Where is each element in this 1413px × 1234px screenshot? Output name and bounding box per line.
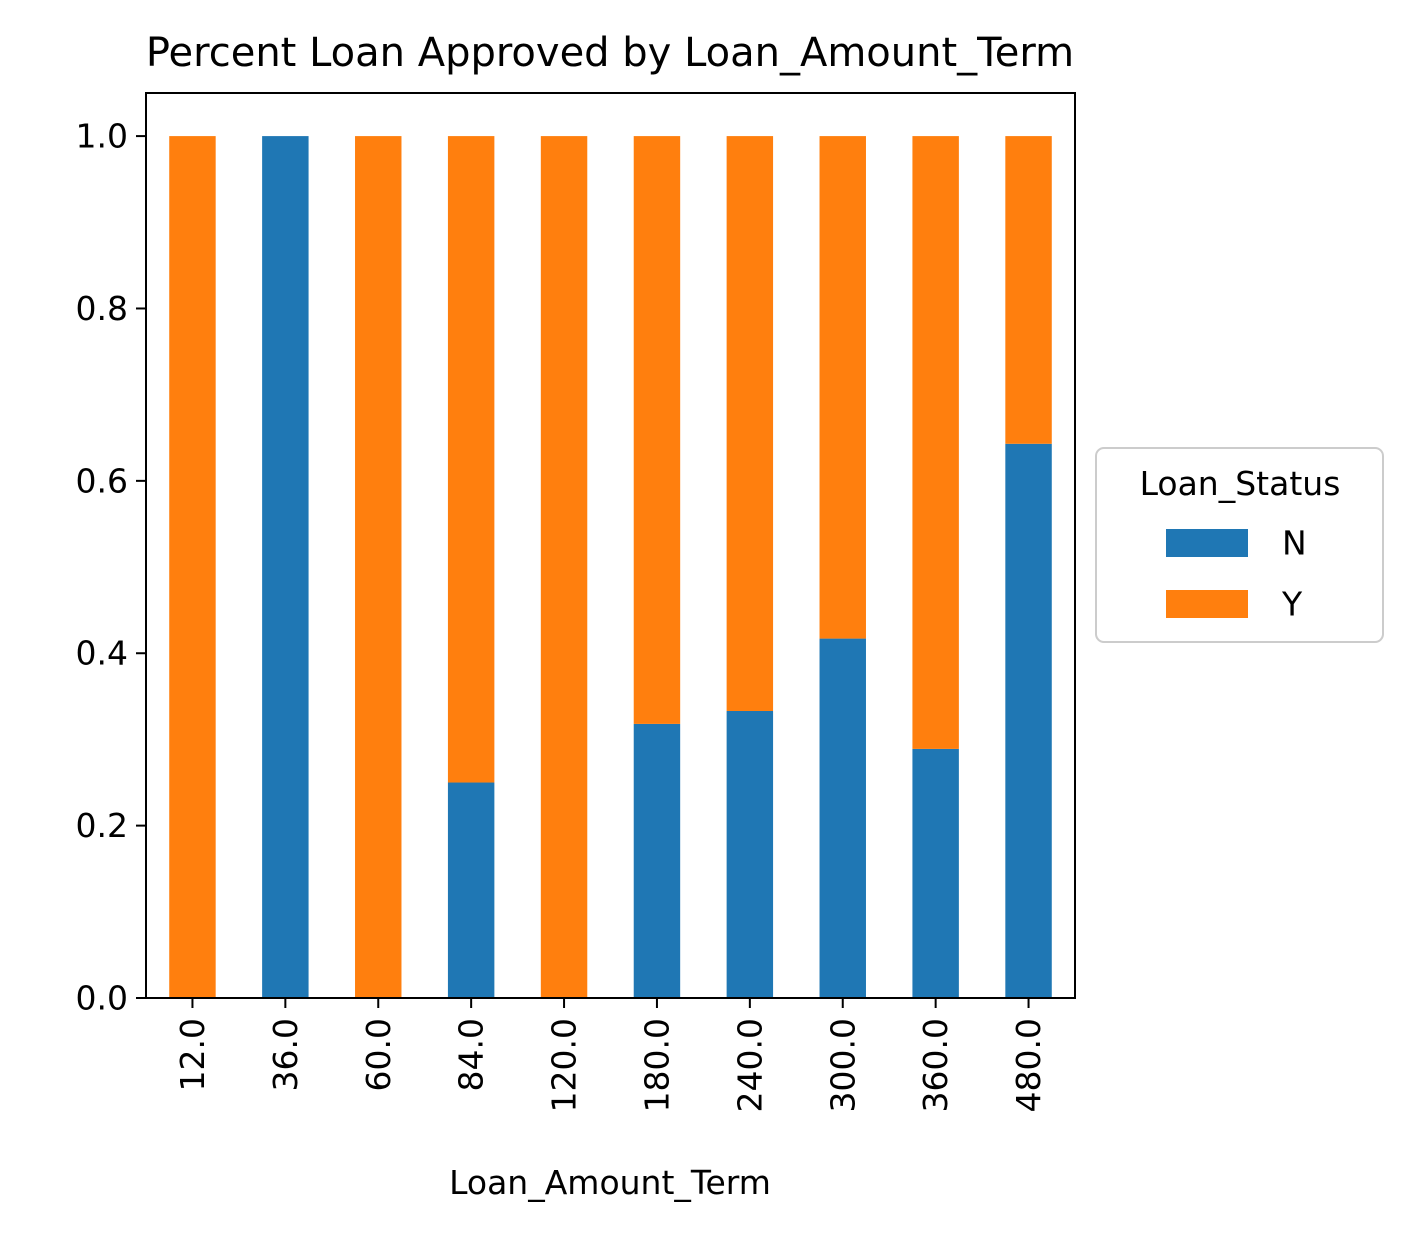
y-tick-label: 0.8 <box>76 289 128 328</box>
bar-N-480.0 <box>1005 443 1052 998</box>
bar-N-360.0 <box>912 748 959 998</box>
chart-title: Percent Loan Approved by Loan_Amount_Ter… <box>146 30 1074 76</box>
legend-label-Y: Y <box>1281 585 1303 624</box>
y-axis: 0.0 0.2 0.4 0.6 0.8 1.0 <box>76 117 146 1018</box>
x-tick-label: 240.0 <box>730 1018 769 1112</box>
bar-N-300.0 <box>819 638 866 998</box>
bar-N-84.0 <box>447 782 495 998</box>
legend-swatch-N <box>1166 529 1248 557</box>
y-tick-label: 0.4 <box>76 634 128 673</box>
plot-area <box>145 92 1076 999</box>
x-tick-label: 300.0 <box>823 1018 862 1112</box>
x-tick-label: 36.0 <box>266 1018 305 1091</box>
bar-Y-60.0 <box>355 136 402 999</box>
bar-Y-240.0 <box>726 136 774 711</box>
y-tick-label: 0.0 <box>76 979 128 1018</box>
x-tick-label: 120.0 <box>545 1018 584 1112</box>
bar-N-36.0 <box>262 136 309 999</box>
bar-N-240.0 <box>726 710 774 998</box>
x-tick-label: 12.0 <box>173 1018 212 1091</box>
bar-Y-12.0 <box>169 136 216 999</box>
y-tick-label: 0.2 <box>76 806 128 845</box>
plot-frame <box>145 92 1076 999</box>
bar-Y-300.0 <box>819 136 866 639</box>
bar-Y-360.0 <box>912 136 959 749</box>
x-tick-label: 180.0 <box>637 1018 676 1112</box>
x-tick-label: 60.0 <box>359 1018 398 1091</box>
y-tick-label: 1.0 <box>76 117 128 156</box>
legend-title: Loan_Status <box>1140 464 1341 503</box>
bar-Y-480.0 <box>1005 136 1052 444</box>
legend-items: NY <box>1166 524 1307 624</box>
bar-N-180.0 <box>633 723 681 998</box>
legend-label-N: N <box>1282 524 1307 563</box>
x-tick-label: 480.0 <box>1009 1018 1048 1112</box>
bar-Y-84.0 <box>447 136 495 783</box>
x-axis: 12.0 36.0 60.0 84.0 120.0 180.0 240.0 300.0 360.… <box>173 998 1048 1112</box>
x-axis-label: Loan_Amount_Term <box>449 1163 771 1202</box>
bar-Y-120.0 <box>540 136 588 999</box>
x-tick-label: 84.0 <box>452 1018 491 1091</box>
x-tick-label: 360.0 <box>916 1018 955 1112</box>
bar-Y-180.0 <box>633 136 681 724</box>
y-tick-label: 0.6 <box>76 461 128 500</box>
legend-swatch-Y <box>1166 590 1248 618</box>
legend: Loan_Status NY <box>1095 447 1384 643</box>
